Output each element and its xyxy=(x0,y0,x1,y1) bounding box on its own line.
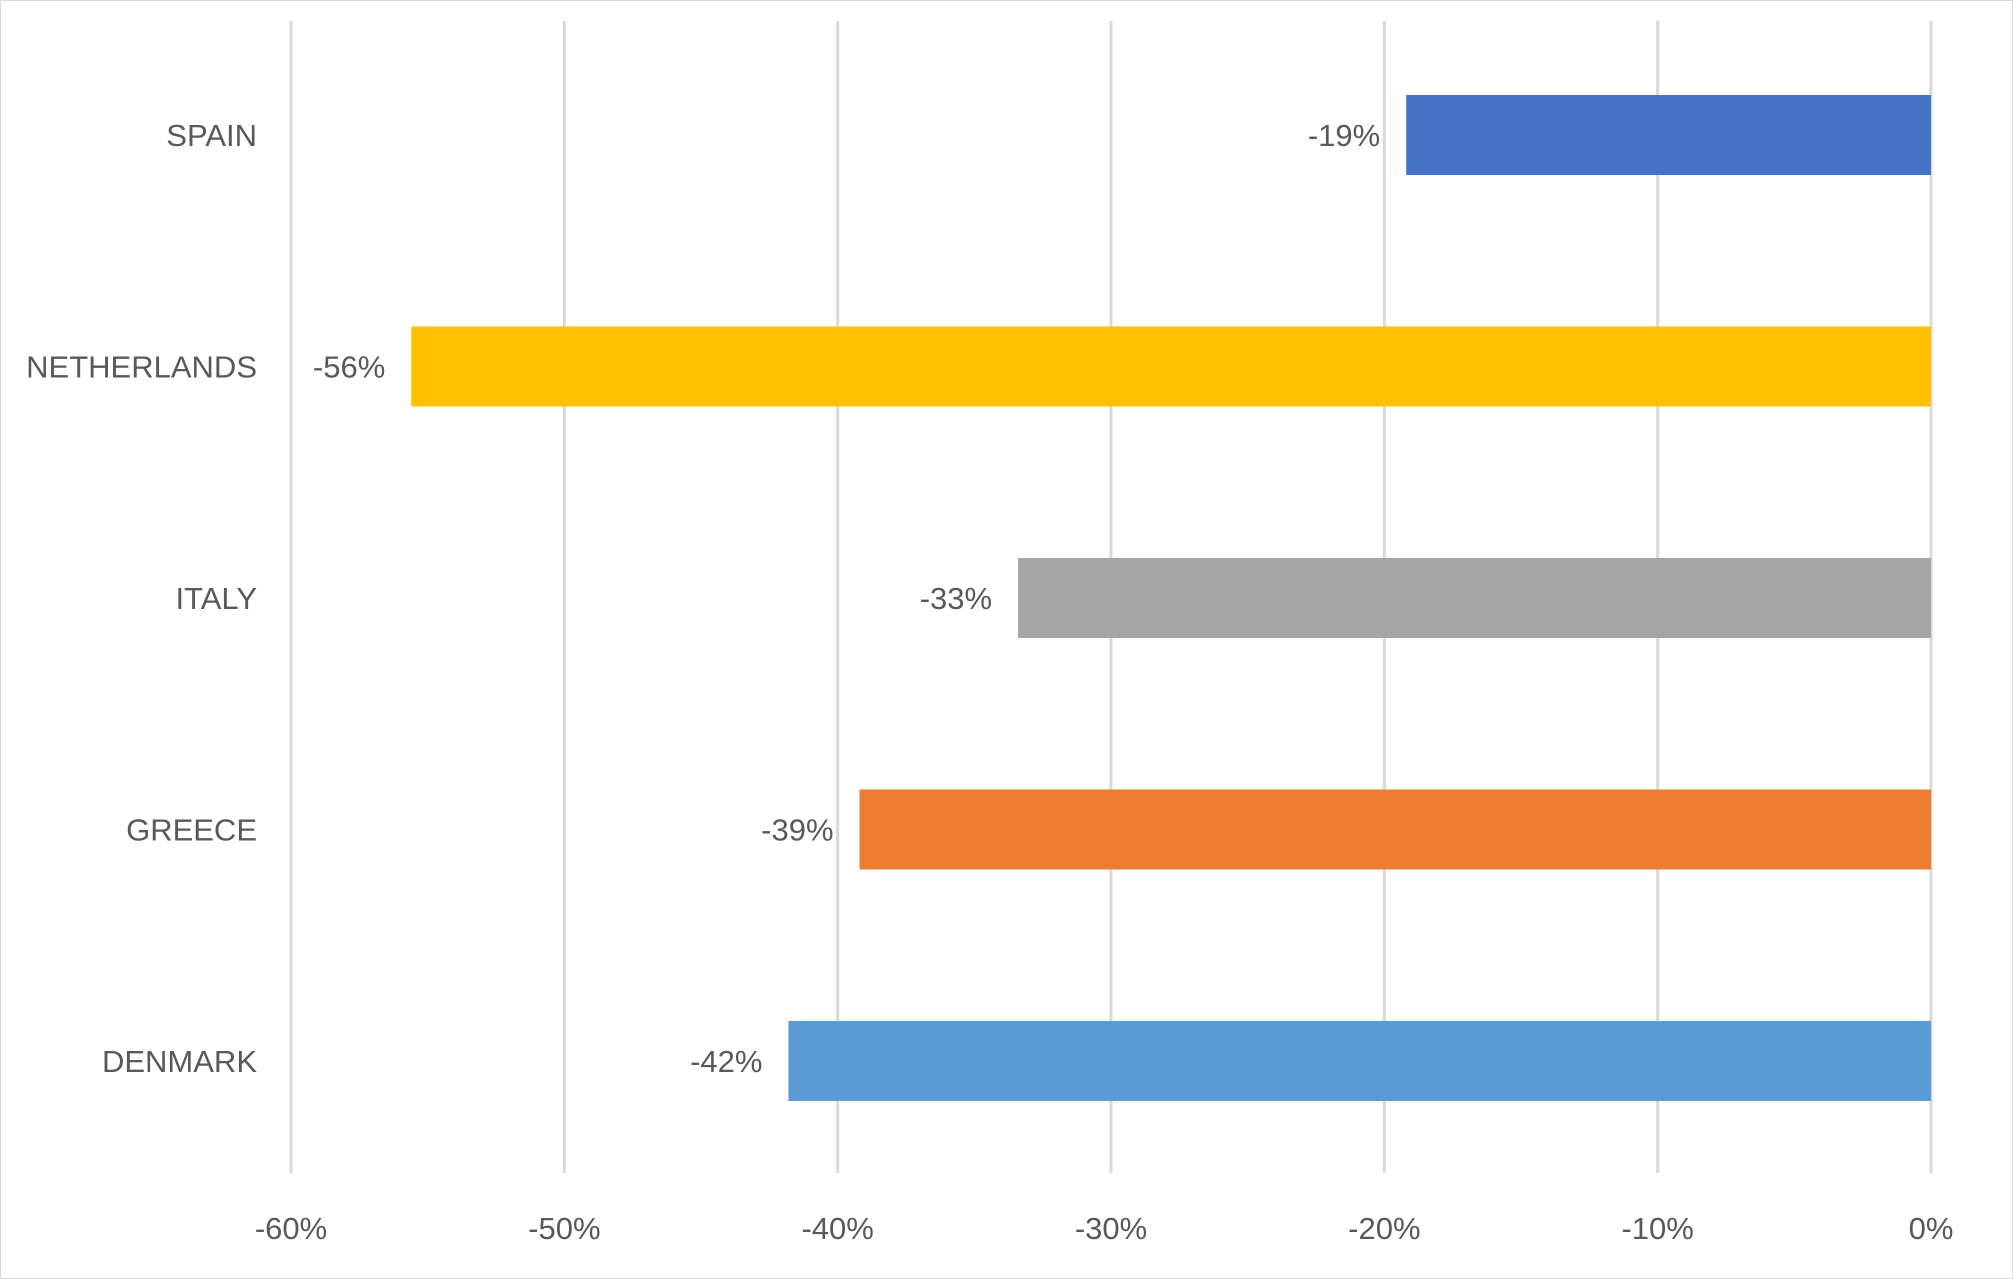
category-label: SPAIN xyxy=(166,118,257,153)
bar-netherlands xyxy=(411,326,1932,407)
bar-denmark xyxy=(788,1021,1931,1101)
x-tick-label: -60% xyxy=(255,1211,327,1246)
bar-greece xyxy=(859,789,1931,870)
x-tick-label: -40% xyxy=(801,1211,873,1246)
x-tick-label: -20% xyxy=(1348,1211,1420,1246)
category-label: NETHERLANDS xyxy=(26,350,257,385)
data-label: -33% xyxy=(920,581,992,616)
bar-spain xyxy=(1406,95,1931,175)
category-label: GREECE xyxy=(126,813,257,848)
data-label: -42% xyxy=(690,1044,762,1079)
x-tick-label: -50% xyxy=(528,1211,600,1246)
labels: -60% -50% -40% -30% -20% -10% 0% SPAIN -19% NETHE… xyxy=(26,118,1953,1246)
category-label: ITALY xyxy=(175,581,257,616)
data-label: -56% xyxy=(313,350,385,385)
bars xyxy=(411,95,1932,1101)
x-tick-label: 0% xyxy=(1909,1211,1954,1246)
x-tick-label: -10% xyxy=(1621,1211,1693,1246)
data-label: -19% xyxy=(1308,118,1380,153)
data-label: -39% xyxy=(761,813,833,848)
bar-italy xyxy=(1018,558,1931,638)
category-label: DENMARK xyxy=(102,1044,257,1079)
x-tick-label: -30% xyxy=(1075,1211,1147,1246)
